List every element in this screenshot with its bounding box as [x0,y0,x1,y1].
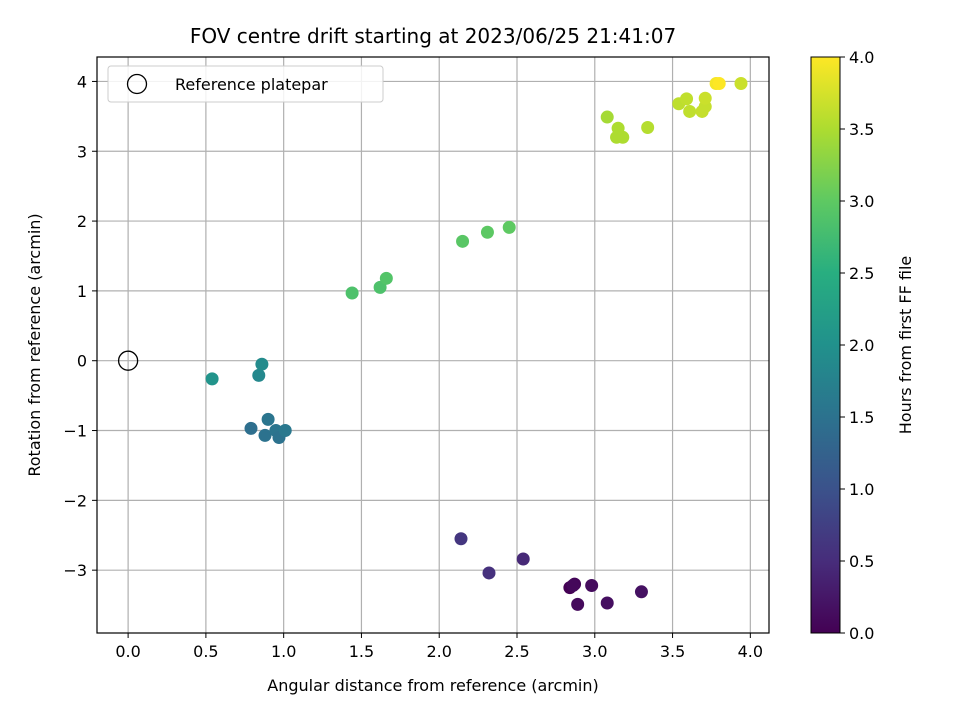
colorbar-tick-label: 0.5 [849,552,874,571]
reference-platepar-marker [117,350,139,371]
scatter-point [454,532,468,546]
legend-open-circle-icon [126,73,148,95]
scatter-point [571,597,585,611]
scatter-point [456,234,470,248]
colorbar-title: Hours from first FF file [896,256,915,435]
scatter-point [566,579,580,593]
scatter-point [345,286,359,300]
scatter-point [616,130,630,144]
colorbar-ticks: 0.0 0.5 1.0 1.5 2.0 2.5 3.0 3.5 4.0 [840,48,874,643]
colorbar: 0.0 0.5 1.0 1.5 2.0 2.5 3.0 3.5 4.0 Hours from f… [810,48,915,643]
y-tick-label: 0 [77,352,87,371]
scatter-point [698,91,712,105]
x-axis-title: Angular distance from reference (arcmin) [267,676,598,695]
grid-lines [97,57,769,633]
x-tick-label: 0.0 [115,642,140,661]
scatter-point [585,579,599,593]
scatter-point [734,77,748,91]
scatter-point [373,280,387,294]
scatter-point [482,566,496,580]
plot-area-frame [96,56,770,634]
colorbar-gradient [810,56,841,634]
scatter-point [255,357,269,371]
scatter-point [502,220,516,234]
scatter-point [258,428,272,442]
x-tick-label: 3.5 [660,642,685,661]
scatter-point [252,368,266,382]
y-tick-label: 3 [77,142,87,161]
colorbar-tick-label: 3.5 [849,120,874,139]
colorbar-tick-label: 3.0 [849,192,874,211]
scatter-point [712,77,726,91]
y-tick-label: −2 [63,491,87,510]
x-tick-label: 2.5 [504,642,529,661]
y-tick-label: −1 [63,422,87,441]
scatter-point [634,585,648,599]
y-tick-label: −3 [63,561,87,580]
colorbar-tick-label: 1.5 [849,408,874,427]
scatter-points [205,77,748,611]
scatter-point [600,110,614,124]
x-tick-label: 1.5 [349,642,374,661]
legend: Reference platepar [107,65,384,103]
scatter-point [516,552,530,566]
colorbar-tick-label: 0.0 [849,624,874,643]
x-tick-label: 3.0 [582,642,607,661]
scatter-point [600,596,614,610]
scatter-point [379,271,393,285]
x-axis-ticks: 0.0 0.5 1.0 1.5 2.0 2.5 3.0 3.5 4.0 [115,633,763,661]
legend-label: Reference platepar [175,75,328,94]
colorbar-tick-label: 2.0 [849,336,874,355]
y-axis-ticks: −3 −2 −1 0 1 2 3 4 [63,72,97,580]
scatter-point [683,104,697,118]
scatter-point [278,424,292,438]
y-axis-title: Rotation from reference (arcmin) [25,213,44,476]
x-tick-label: 0.5 [193,642,218,661]
colorbar-tick-label: 4.0 [849,48,874,67]
colorbar-tick-label: 2.5 [849,264,874,283]
scatter-point [244,421,258,435]
scatter-point [641,121,655,135]
scatter-point [480,225,494,239]
scatter-point [680,92,694,106]
legend-box [107,65,384,103]
x-tick-label: 2.0 [426,642,451,661]
chart-title: FOV centre drift starting at 2023/06/25 … [190,24,676,48]
scatter-point [261,412,275,426]
scatter-point [205,372,219,386]
x-tick-label: 1.0 [271,642,296,661]
colorbar-tick-label: 1.0 [849,480,874,499]
y-tick-label: 2 [77,212,87,231]
y-tick-label: 4 [77,72,87,91]
y-tick-label: 1 [77,282,87,301]
x-tick-label: 4.0 [738,642,763,661]
